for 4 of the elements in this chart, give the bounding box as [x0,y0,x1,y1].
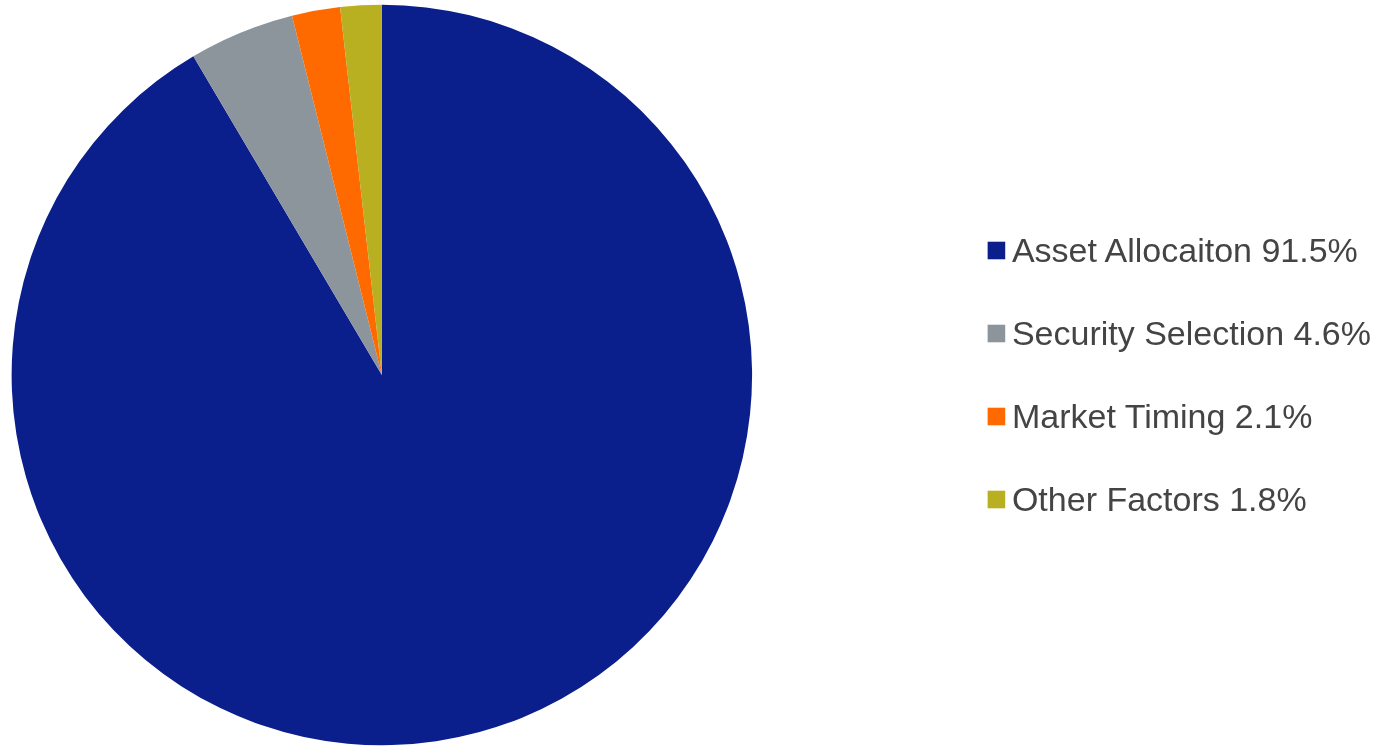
legend-label: Market Timing 2.1% [1011,396,1313,436]
legend-label: Asset Allocaiton 91.5% [1011,230,1358,270]
legend-label: Security Selection 4.6% [1011,313,1371,353]
legend-label: Other Factors 1.8% [1011,479,1307,519]
